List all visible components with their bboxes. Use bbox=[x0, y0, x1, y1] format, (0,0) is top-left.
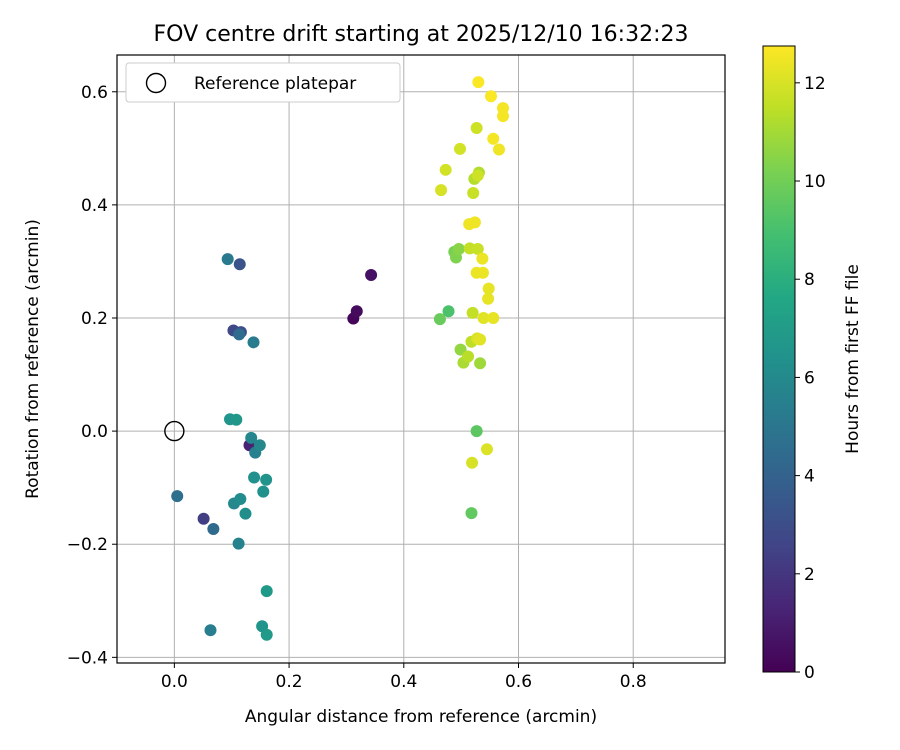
data-point bbox=[207, 522, 220, 535]
data-point bbox=[221, 253, 234, 266]
colorbar-tick-label: 0 bbox=[804, 663, 815, 683]
x-tick-label: 0.8 bbox=[620, 672, 647, 692]
data-point bbox=[197, 512, 210, 525]
data-point bbox=[466, 456, 479, 469]
y-tick-label: 0.6 bbox=[81, 83, 108, 103]
data-point bbox=[260, 585, 273, 598]
data-point bbox=[204, 624, 217, 637]
y-tick-label: −0.4 bbox=[67, 648, 108, 668]
colorbar-tick-label: 12 bbox=[804, 74, 826, 94]
data-point bbox=[480, 443, 493, 456]
data-point bbox=[471, 242, 484, 255]
data-point bbox=[171, 490, 184, 503]
data-point bbox=[452, 242, 465, 255]
colorbar-tick-label: 8 bbox=[804, 270, 815, 290]
data-point bbox=[487, 311, 500, 324]
colorbar-tick-label: 2 bbox=[804, 565, 815, 585]
data-point bbox=[260, 473, 273, 486]
data-point bbox=[474, 333, 487, 346]
data-point bbox=[471, 169, 484, 182]
data-point bbox=[470, 425, 483, 438]
data-point bbox=[257, 485, 270, 498]
data-point bbox=[435, 184, 448, 197]
data-points bbox=[171, 76, 510, 641]
data-point bbox=[487, 132, 500, 145]
data-point bbox=[482, 292, 495, 305]
legend-box bbox=[125, 62, 401, 103]
legend-marker-icon bbox=[145, 72, 167, 94]
legend-label: Reference platepar bbox=[194, 74, 356, 94]
data-point bbox=[245, 431, 258, 444]
colorbar-tick-label: 4 bbox=[804, 467, 815, 487]
chart-title: FOV centre drift starting at 2025/12/10 … bbox=[154, 22, 689, 47]
legend: Reference platepar bbox=[125, 62, 401, 103]
data-point bbox=[233, 258, 246, 271]
data-point bbox=[253, 439, 266, 452]
x-tick-label: 0.6 bbox=[505, 672, 532, 692]
data-point bbox=[439, 163, 452, 176]
y-axis-label: Rotation from reference (arcmin) bbox=[23, 219, 43, 499]
y-tick-label: 0.0 bbox=[81, 422, 108, 442]
colorbar: 0 2 4 6 8 10 12 Hours from first FF file bbox=[762, 45, 863, 683]
grid bbox=[117, 55, 725, 663]
x-tick-label: 0.2 bbox=[276, 672, 303, 692]
reference-marker-group bbox=[164, 420, 185, 442]
plot-frame bbox=[116, 54, 726, 664]
data-point bbox=[484, 90, 497, 103]
data-point bbox=[468, 216, 481, 229]
x-axis-label: Angular distance from reference (arcmin) bbox=[245, 707, 597, 727]
y-tick-label: 0.4 bbox=[81, 196, 108, 216]
data-point bbox=[433, 313, 446, 326]
data-point bbox=[493, 143, 506, 156]
data-point bbox=[466, 306, 479, 319]
data-point bbox=[233, 328, 246, 341]
data-point bbox=[350, 305, 363, 318]
data-point bbox=[234, 492, 247, 505]
colorbar-tick-label: 6 bbox=[804, 368, 815, 388]
data-point bbox=[365, 269, 378, 282]
data-point bbox=[247, 336, 260, 349]
data-point bbox=[482, 282, 495, 295]
colorbar-ticks: 0 2 4 6 8 10 12 bbox=[795, 74, 826, 683]
y-tick-label: −0.2 bbox=[67, 535, 108, 555]
x-axis-ticks: 0.0 0.2 0.4 0.6 0.8 bbox=[161, 663, 647, 692]
colorbar-label: Hours from first FF file bbox=[843, 264, 863, 454]
data-point bbox=[248, 471, 261, 484]
colorbar-tick-label: 10 bbox=[804, 172, 826, 192]
data-point bbox=[230, 413, 243, 426]
data-point bbox=[232, 537, 245, 550]
data-point bbox=[465, 507, 478, 520]
data-point bbox=[442, 305, 455, 318]
x-tick-label: 0.0 bbox=[161, 672, 188, 692]
data-point bbox=[470, 121, 483, 134]
data-point bbox=[260, 628, 273, 641]
data-point bbox=[462, 350, 475, 363]
data-point bbox=[497, 102, 510, 115]
colorbar-gradient bbox=[762, 45, 796, 673]
x-tick-label: 0.4 bbox=[390, 672, 417, 692]
data-point bbox=[239, 507, 252, 520]
data-point bbox=[454, 142, 467, 155]
data-point bbox=[472, 76, 485, 89]
data-point bbox=[476, 266, 489, 279]
y-axis-ticks: −0.4 −0.2 0.0 0.2 0.4 0.6 bbox=[67, 83, 117, 668]
data-point bbox=[474, 357, 487, 370]
data-point bbox=[467, 187, 480, 200]
data-point bbox=[477, 311, 490, 324]
y-tick-label: 0.2 bbox=[81, 309, 108, 329]
reference-platepar-marker bbox=[164, 420, 185, 442]
data-point bbox=[476, 252, 489, 265]
